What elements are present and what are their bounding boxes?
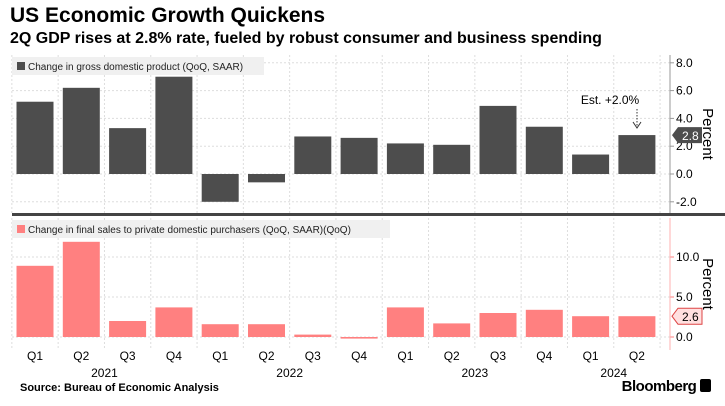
bar-q4-2022 (340, 337, 378, 339)
x-tick-label: Q4 (351, 349, 367, 363)
estimate-annotation: Est. +2.0% (581, 93, 640, 107)
bar-q2-2021 (62, 241, 100, 337)
bar-q2-2024 (618, 316, 656, 337)
x-tick-label: Q2 (258, 349, 274, 363)
x-tick-label: Q4 (536, 349, 552, 363)
bar-q1-2021 (16, 101, 54, 174)
bar-q4-2021 (155, 307, 193, 337)
chart-subtitle: 2Q GDP rises at 2.8% rate, fueled by rob… (10, 30, 602, 47)
y-tick-label: 4.0 (676, 111, 693, 125)
x-year-label: 2021 (91, 366, 118, 380)
x-year-label: 2023 (461, 366, 488, 380)
bar-q4-2023 (525, 126, 563, 174)
panel-divider (12, 213, 725, 216)
legend-box (12, 220, 390, 238)
bar-q3-2023 (479, 105, 517, 174)
bar-q1-2021 (16, 265, 54, 337)
x-tick-label: Q3 (490, 349, 506, 363)
x-year-label: 2024 (600, 366, 627, 380)
legend-label: Change in gross domestic product (QoQ, S… (28, 62, 243, 73)
y-tick-label: -2.0 (676, 195, 697, 209)
x-year-label: 2022 (276, 366, 303, 380)
last-value-tag (671, 307, 703, 325)
y-tick-label: 10.0 (676, 250, 700, 264)
x-tick-label: Q1 (583, 349, 599, 363)
bloomberg-logo: Bloomberg (622, 378, 711, 395)
bar-q1-2024 (572, 154, 610, 174)
legend-box (12, 57, 264, 75)
bar-q1-2023 (386, 143, 424, 174)
bar-q4-2022 (340, 137, 378, 174)
bar-q2-2022 (248, 324, 285, 337)
estimate-arrowhead (632, 121, 642, 129)
y-tick-label: 5.0 (676, 290, 693, 304)
last-value-tag (672, 127, 702, 144)
bar-q3-2021 (109, 128, 147, 174)
legend: Change in gross domestic product (QoQ, S… (12, 57, 264, 75)
y-axis-title: Percent (699, 258, 716, 311)
last-value-label: 2.8 (682, 129, 699, 143)
bar-q3-2022 (294, 136, 332, 174)
y-tick-label: 0.0 (676, 330, 693, 344)
bar-q1-2024 (572, 316, 610, 337)
x-tick-label: Q2 (73, 349, 89, 363)
y-tick-label: 8.0 (676, 56, 693, 70)
x-tick-label: Q2 (629, 349, 645, 363)
x-tick-label: Q3 (120, 349, 136, 363)
bar-q3-2023 (479, 313, 517, 337)
bar-q3-2022 (294, 334, 332, 337)
legend-swatch (17, 225, 25, 233)
source-note: Source: Bureau of Economic Analysis (20, 382, 219, 394)
y-axis-title: Percent (699, 108, 716, 161)
y-tick-label: 6.0 (676, 84, 693, 98)
bar-q2-2023 (433, 323, 471, 337)
bar-q2-2024 (618, 135, 656, 174)
chart-title: US Economic Growth Quickens (10, 4, 326, 27)
y-tick-label: 0.0 (676, 167, 693, 181)
bar-q2-2023 (433, 144, 471, 174)
bar-q1-2022 (201, 174, 239, 202)
x-tick-label: Q3 (305, 349, 321, 363)
legend: Change in final sales to private domesti… (12, 220, 390, 238)
brand-text: Bloomberg (621, 378, 697, 395)
x-tick-label: Q1 (27, 349, 43, 363)
bar-q1-2023 (386, 307, 424, 337)
bloomberg-terminal-icon (700, 379, 711, 392)
last-value-label: 2.6 (682, 310, 699, 324)
bar-q4-2023 (525, 309, 563, 337)
bar-q2-2021 (62, 87, 100, 174)
legend-label: Change in final sales to private domesti… (28, 225, 351, 236)
x-tick-label: Q1 (212, 349, 228, 363)
bar-q3-2021 (109, 321, 147, 337)
bar-q1-2022 (201, 324, 239, 337)
bar-q4-2021 (155, 76, 193, 174)
x-tick-label: Q1 (397, 349, 413, 363)
x-tick-label: Q2 (444, 349, 460, 363)
legend-swatch (17, 62, 25, 70)
x-tick-label: Q4 (166, 349, 182, 363)
bar-q2-2022 (248, 174, 285, 183)
